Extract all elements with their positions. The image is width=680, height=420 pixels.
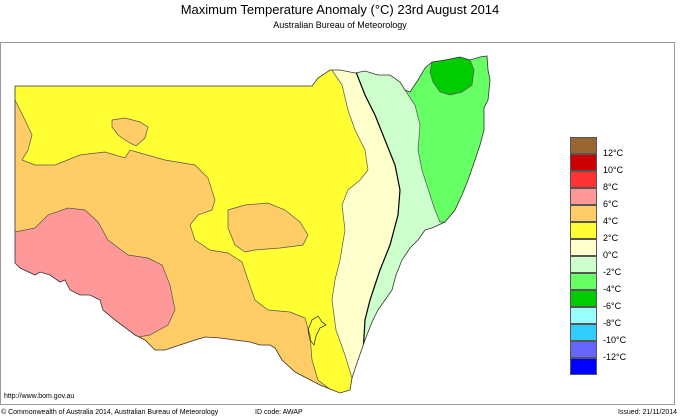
temperature-anomaly-map (14, 55, 491, 394)
map-subtitle: Australian Bureau of Meteorology (273, 20, 407, 30)
issued-date: Issued: 21/11/2014 (617, 409, 677, 416)
legend-swatch (570, 358, 597, 375)
legend-label: 4°C (603, 216, 619, 226)
legend-swatch (570, 324, 597, 341)
legend-swatch (570, 307, 597, 324)
id-code: ID code: AWAP (255, 409, 303, 416)
legend-swatch (570, 154, 597, 171)
legend-label: -6°C (603, 301, 622, 311)
legend-swatch (570, 171, 597, 188)
legend-swatch (570, 273, 597, 290)
map-frame (0, 42, 675, 405)
legend-swatch (570, 205, 597, 222)
legend-label: -2°C (603, 267, 622, 277)
legend-label: -4°C (603, 284, 622, 294)
legend-swatch (570, 239, 597, 256)
legend-label: 6°C (603, 199, 619, 209)
map-title: Maximum Temperature Anomaly (°C) 23rd Au… (180, 2, 500, 17)
legend-label: -8°C (603, 318, 622, 328)
legend-label: 8°C (603, 182, 619, 192)
legend-swatch (570, 256, 597, 273)
legend-swatch (570, 290, 597, 307)
legend-label: 12°C (603, 148, 624, 158)
legend-label: -10°C (603, 335, 627, 345)
legend-swatch (570, 137, 597, 154)
legend-swatch (570, 188, 597, 205)
website-link[interactable]: http://www.bom.gov.au (4, 393, 75, 400)
legend-label: 10°C (603, 165, 624, 175)
legend-swatch (570, 341, 597, 358)
legend-label: 0°C (603, 250, 619, 260)
legend-swatch (570, 222, 597, 239)
copyright-text: © Commonwealth of Australia 2014, Austra… (1, 409, 219, 416)
legend-label: -12°C (603, 352, 627, 362)
legend-label: 2°C (603, 233, 619, 243)
